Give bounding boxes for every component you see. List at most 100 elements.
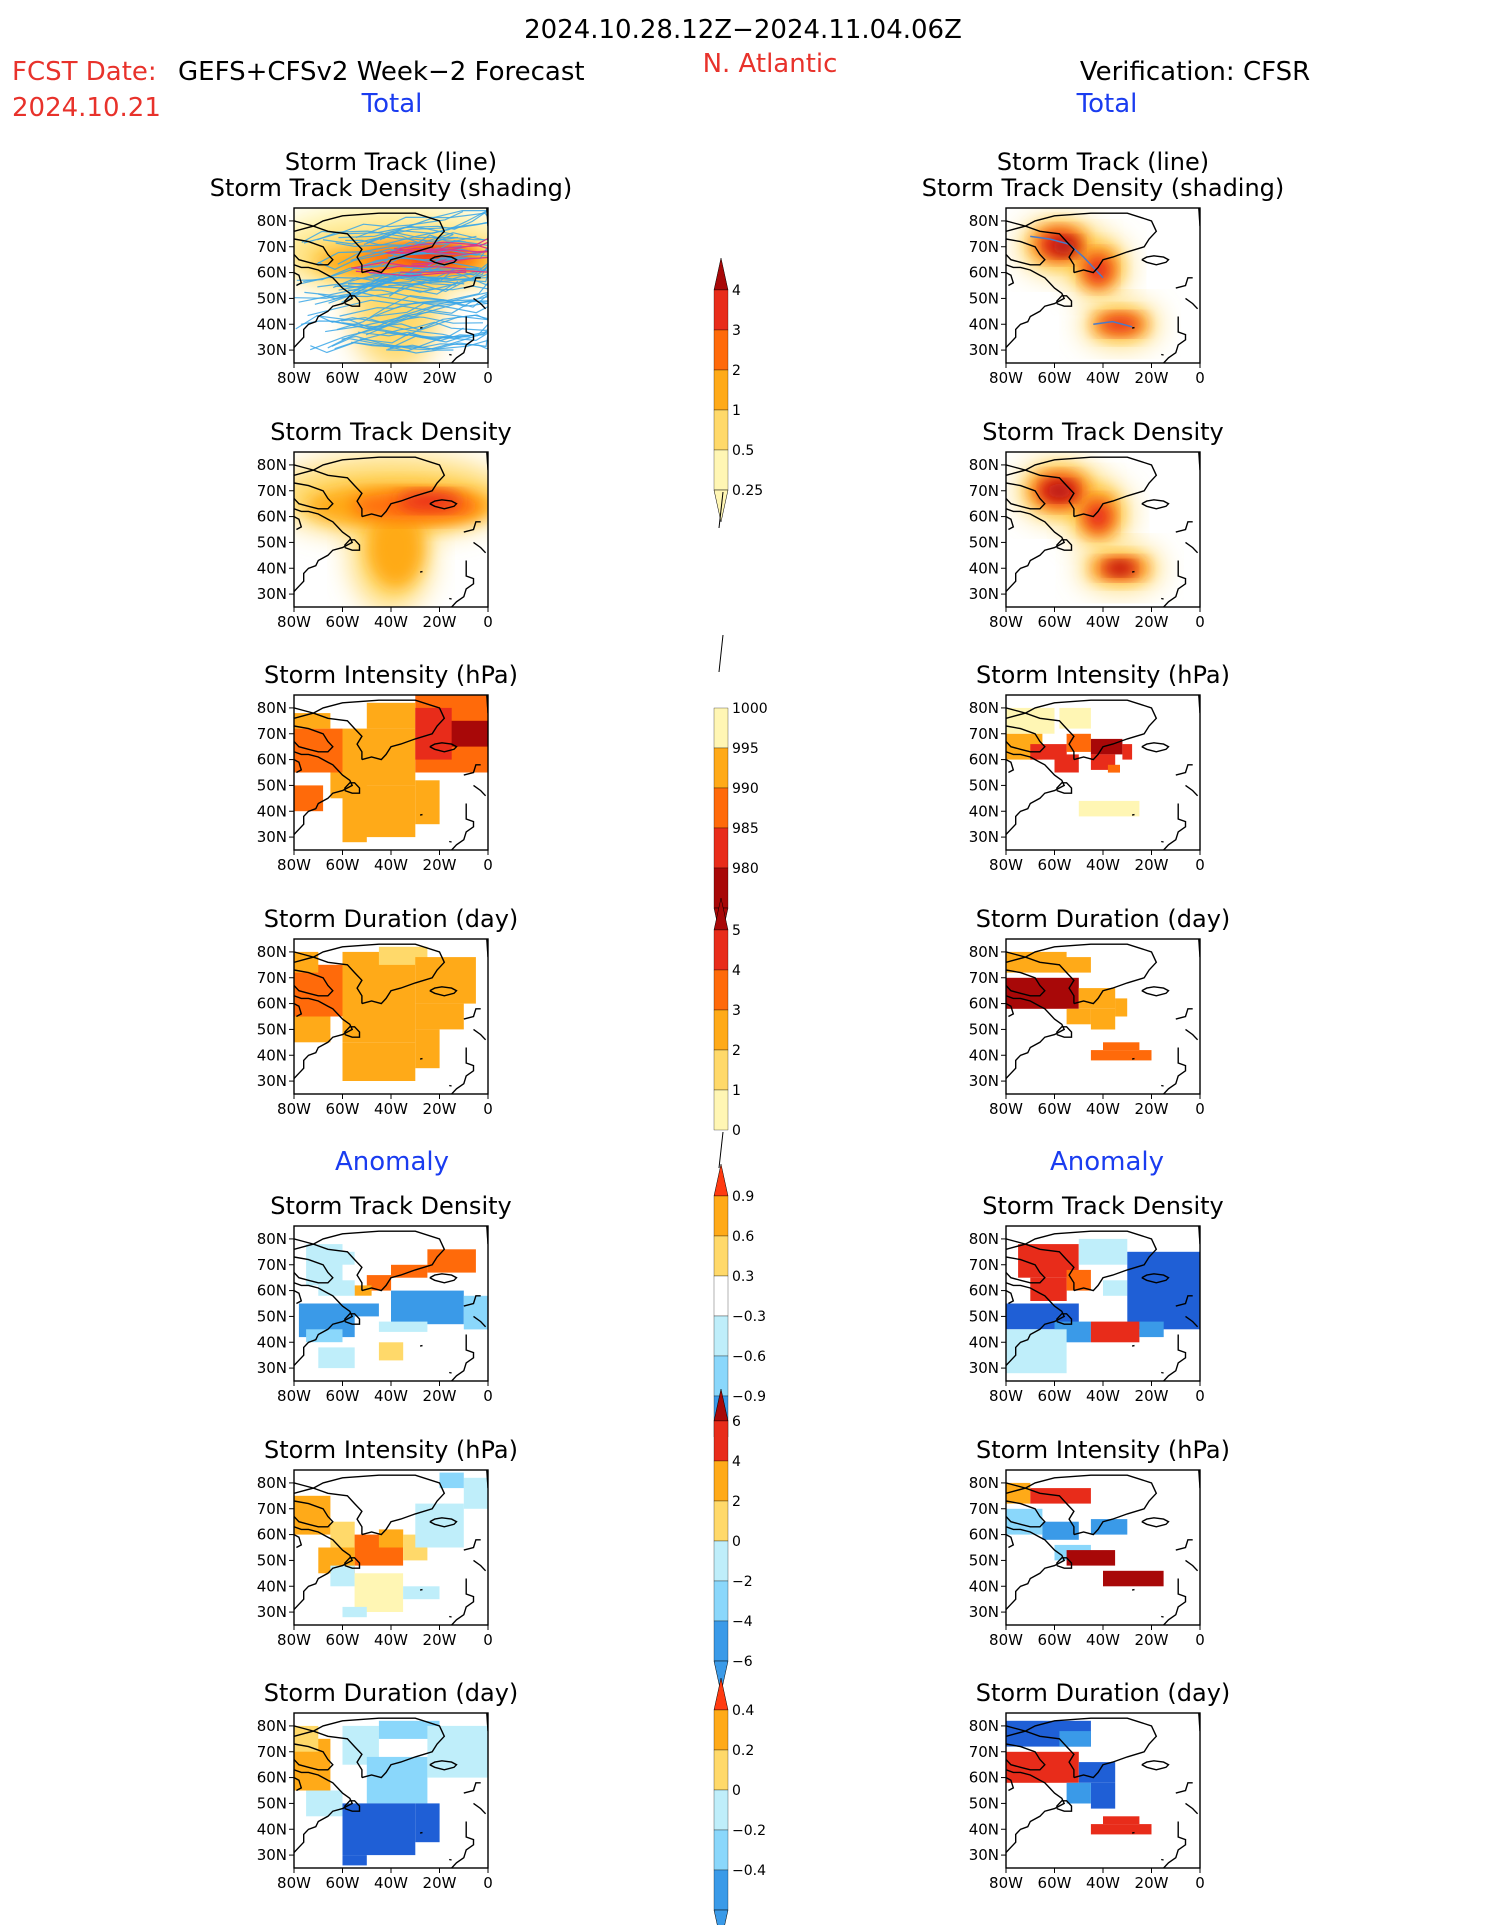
colorbar-label: 980 — [732, 861, 759, 877]
panel-title: Storm Track Density — [270, 418, 511, 446]
lon-tick-label: 20W — [1135, 1874, 1169, 1892]
panel-title: Storm Track Density (shading) — [210, 174, 573, 202]
lon-tick-label: 40W — [1086, 1631, 1120, 1649]
lon-tick-label: 20W — [423, 856, 457, 874]
lat-tick-label: 60N — [969, 1769, 999, 1787]
lon-tick-label: 80W — [277, 1100, 311, 1118]
lat-tick-label: 40N — [257, 1333, 287, 1351]
panel-title: Storm Track Density (shading) — [922, 174, 1285, 202]
lon-tick-label: 40W — [374, 1100, 408, 1118]
lon-tick-label: 60W — [326, 1631, 360, 1649]
lon-tick-label: 20W — [1135, 1631, 1169, 1649]
lat-tick-label: 50N — [969, 776, 999, 794]
lat-tick-label: 50N — [257, 1794, 287, 1812]
lon-tick-label: 20W — [1135, 369, 1169, 387]
colorbar-label: −0.4 — [732, 1863, 766, 1879]
lat-tick-label: 60N — [257, 264, 287, 282]
panel-fc-density: Storm Track Density 80W 60W 40W 20W 0 80N 70N 60… — [257, 418, 512, 631]
lat-tick-label: 30N — [969, 585, 999, 603]
lat-tick-label: 80N — [257, 943, 287, 961]
colorbar-label: 3 — [732, 323, 741, 339]
lon-tick-label: 20W — [423, 1631, 457, 1649]
lat-tick-label: 50N — [257, 776, 287, 794]
colorbar-label: 0 — [732, 1783, 741, 1799]
lat-tick-label: 60N — [969, 1526, 999, 1544]
colorbar-label: 0 — [732, 1534, 741, 1550]
panel-fc-track: Storm Track (line)Storm Track Density (s… — [210, 148, 573, 387]
lat-tick-label: 50N — [257, 533, 287, 551]
panel-fc-density-anom: Storm Track Density 80W 60W 40W 20W 0 80N 70N 60… — [257, 1192, 512, 1405]
lat-tick-label: 50N — [969, 1551, 999, 1569]
map-fc-intensity-anom: 80W 60W 40W 20W 0 80N 70N 60N 50N 40N 30N — [257, 1469, 493, 1649]
date-range-title: 2024.10.28.12Z−2024.11.04.06Z — [524, 15, 962, 45]
lat-tick-label: 30N — [257, 1846, 287, 1864]
colorbar-label: 1000 — [732, 701, 768, 717]
colorbar-label: 0.25 — [732, 483, 763, 499]
lon-tick-label: 20W — [1135, 1387, 1169, 1405]
lat-tick-label: 80N — [969, 699, 999, 717]
lat-tick-label: 30N — [257, 1359, 287, 1377]
map-fc-duration: 80W 60W 40W 20W 0 80N 70N 60N 50N 40N 30N — [257, 938, 493, 1118]
colorbar-label: 0.6 — [732, 1229, 754, 1245]
lat-tick-label: 60N — [969, 995, 999, 1013]
lon-tick-label: 0 — [483, 369, 493, 387]
lat-tick-label: 70N — [969, 969, 999, 987]
lon-tick-label: 80W — [989, 1874, 1023, 1892]
lat-tick-label: 50N — [257, 289, 287, 307]
colorbar-duration_anom: 0.4 0.2 0 −0.2 −0.4 — [713, 1677, 766, 1925]
anomaly-label-left: Anomaly — [335, 1147, 449, 1177]
lon-tick-label: 80W — [989, 856, 1023, 874]
lat-tick-label: 40N — [969, 1046, 999, 1064]
lat-tick-label: 40N — [257, 1820, 287, 1838]
lon-tick-label: 20W — [1135, 856, 1169, 874]
lon-tick-label: 0 — [1195, 1874, 1205, 1892]
panel-fc-intensity-anom: Storm Intensity (hPa) 80W 60W 40W 20W 0 80N 70N… — [257, 1436, 518, 1649]
panel-title: Storm Intensity (hPa) — [976, 1436, 1230, 1464]
lon-tick-label: 40W — [1086, 1100, 1120, 1118]
lat-tick-label: 30N — [257, 828, 287, 846]
panel-title: Storm Intensity (hPa) — [264, 661, 518, 689]
lon-tick-label: 0 — [1195, 856, 1205, 874]
colorbar-label: 1 — [732, 403, 741, 419]
panel-title: Storm Duration (day) — [976, 1679, 1231, 1707]
panel-title: Storm Track Density — [270, 1192, 511, 1220]
lat-tick-label: 70N — [257, 1743, 287, 1761]
lon-tick-label: 40W — [1086, 369, 1120, 387]
lon-tick-label: 0 — [1195, 1387, 1205, 1405]
lat-tick-label: 60N — [257, 1769, 287, 1787]
lon-tick-label: 0 — [483, 1631, 493, 1649]
lat-tick-label: 70N — [257, 482, 287, 500]
lat-tick-label: 70N — [969, 1500, 999, 1518]
colorbar-label: −4 — [732, 1614, 753, 1630]
lon-tick-label: 20W — [1135, 613, 1169, 631]
lon-tick-label: 60W — [326, 1387, 360, 1405]
lat-tick-label: 60N — [969, 1282, 999, 1300]
total-label-right: Total — [1076, 89, 1138, 119]
lat-tick-label: 50N — [969, 533, 999, 551]
colorbar-label: 990 — [732, 781, 759, 797]
fcst-date-label: FCST Date: — [12, 57, 157, 87]
colorbar-label: 0.2 — [732, 1743, 754, 1759]
lat-tick-label: 80N — [257, 699, 287, 717]
map-fc-track: 80W 60W 40W 20W 0 80N 70N 60N 50N 40N 30N — [257, 207, 493, 387]
lon-tick-label: 80W — [277, 613, 311, 631]
lat-tick-label: 40N — [969, 802, 999, 820]
panel-vf-intensity: Storm Intensity (hPa) 80W 60W 40W 20W 0 80N 70N… — [969, 661, 1230, 874]
colorbar-label: −6 — [732, 1654, 753, 1670]
lon-tick-label: 60W — [326, 856, 360, 874]
colorbar-label: 2 — [732, 1043, 741, 1059]
lat-tick-label: 80N — [969, 1474, 999, 1492]
lon-tick-label: 80W — [989, 369, 1023, 387]
colorbar-density: 4 3 2 1 0.5 0.25 — [713, 257, 763, 529]
lat-tick-label: 60N — [257, 1526, 287, 1544]
colorbar-label: 985 — [732, 821, 759, 837]
lat-tick-label: 50N — [257, 1551, 287, 1569]
lon-tick-label: 40W — [1086, 1387, 1120, 1405]
lon-tick-label: 60W — [1038, 369, 1072, 387]
colorbar-label: 0.4 — [732, 1703, 754, 1719]
lon-tick-label: 80W — [989, 1100, 1023, 1118]
lat-tick-label: 40N — [969, 559, 999, 577]
lat-tick-label: 70N — [969, 1743, 999, 1761]
lon-tick-label: 60W — [326, 1100, 360, 1118]
